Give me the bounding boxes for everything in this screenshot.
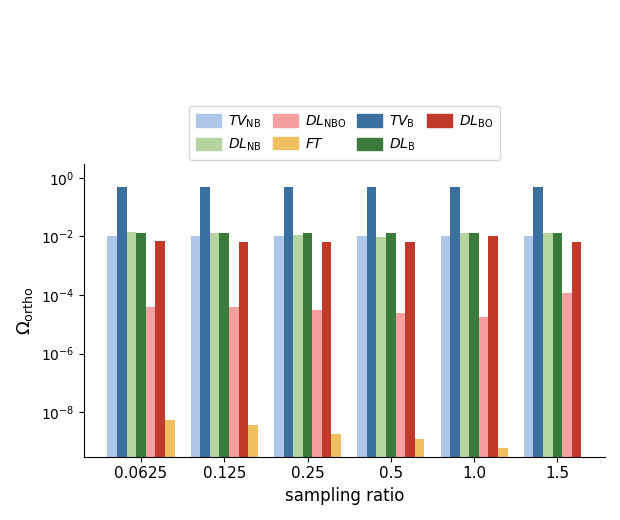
Bar	[293, 235, 303, 520]
Bar	[459, 233, 469, 520]
Bar	[533, 187, 543, 520]
Bar	[498, 448, 508, 520]
Legend: $\mathit{TV}_\mathrm{NB}$, $\mathit{DL}_\mathrm{NB}$, $\mathit{DL}_\mathrm{NBO}$: $\mathit{TV}_\mathrm{NB}$, $\mathit{DL}_…	[189, 106, 500, 160]
Bar	[146, 307, 156, 520]
Bar	[562, 293, 572, 520]
Bar	[248, 425, 258, 520]
Bar	[489, 236, 498, 520]
Bar	[303, 233, 312, 520]
Bar	[283, 187, 293, 520]
Y-axis label: $\Omega_\mathrm{ortho}$: $\Omega_\mathrm{ortho}$	[15, 286, 35, 335]
Bar	[219, 233, 229, 520]
Bar	[405, 242, 415, 520]
Bar	[312, 310, 322, 520]
Bar	[543, 233, 552, 520]
Bar	[156, 241, 165, 520]
Bar	[274, 236, 283, 520]
Bar	[136, 233, 146, 520]
Bar	[210, 233, 219, 520]
Bar	[572, 242, 582, 520]
Bar	[367, 187, 376, 520]
Bar	[322, 242, 332, 520]
Bar	[107, 236, 117, 520]
Bar	[524, 236, 533, 520]
Bar	[386, 233, 396, 520]
Bar	[396, 313, 405, 520]
Bar	[479, 317, 489, 520]
Bar	[191, 236, 200, 520]
Bar	[239, 242, 248, 520]
Bar	[441, 236, 450, 520]
Bar	[469, 233, 479, 520]
Bar	[200, 187, 210, 520]
Bar	[126, 232, 136, 520]
Bar	[117, 187, 126, 520]
Bar	[165, 420, 174, 520]
Bar	[450, 187, 459, 520]
Bar	[415, 439, 424, 520]
Bar	[229, 307, 239, 520]
Bar	[376, 237, 386, 520]
X-axis label: sampling ratio: sampling ratio	[285, 487, 404, 505]
Bar	[552, 233, 562, 520]
Bar	[357, 236, 367, 520]
Bar	[332, 434, 341, 520]
